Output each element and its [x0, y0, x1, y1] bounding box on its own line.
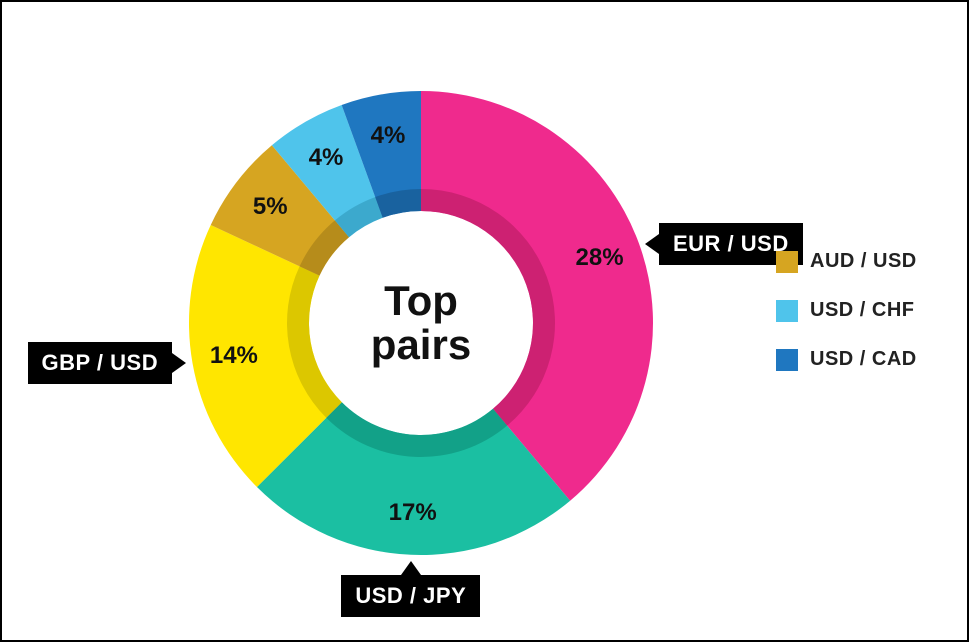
legend-swatch [776, 251, 798, 273]
legend-swatch [776, 300, 798, 322]
legend-item: USD / CHF [776, 299, 917, 322]
slice-pct-label: 5% [253, 193, 288, 221]
slice-callout: USD / JPY [341, 575, 480, 617]
slice-pct-label: 17% [389, 499, 437, 527]
legend-item: USD / CAD [776, 348, 917, 371]
slice-pct-label: 28% [576, 244, 624, 272]
slice-callout: GBP / USD [28, 342, 173, 384]
legend-label: AUD / USD [810, 250, 917, 273]
slice-pct-label: 4% [309, 144, 344, 172]
legend-item: AUD / USD [776, 250, 917, 273]
legend-label: USD / CHF [810, 299, 915, 322]
chart-legend: AUD / USD USD / CHF USD / CAD [776, 250, 917, 397]
legend-label: USD / CAD [810, 348, 917, 371]
slice-pct-label: 4% [371, 122, 406, 150]
slice-pct-label: 14% [210, 342, 258, 370]
legend-swatch [776, 349, 798, 371]
